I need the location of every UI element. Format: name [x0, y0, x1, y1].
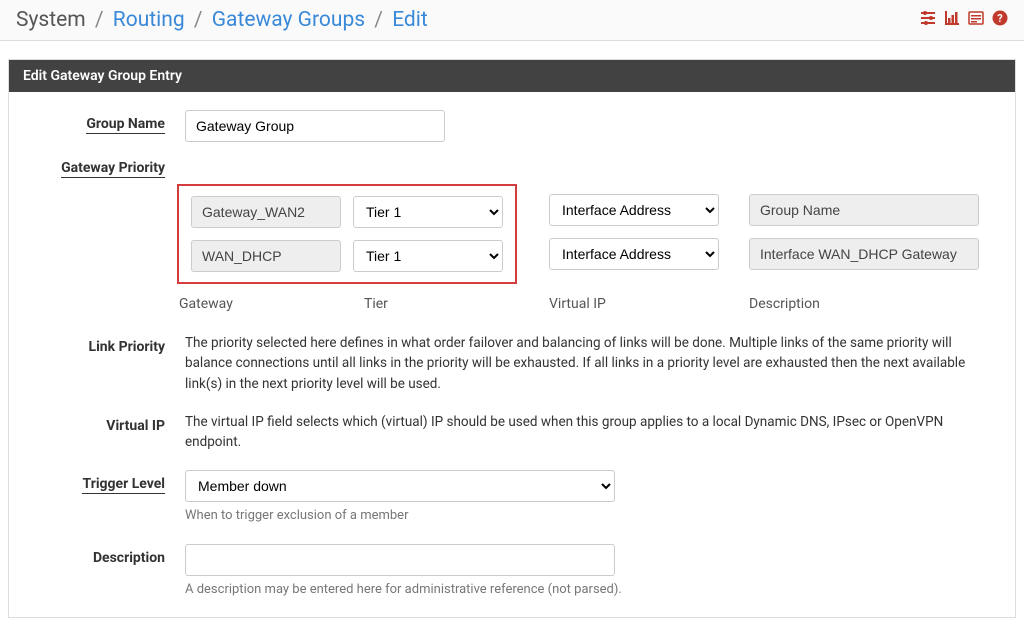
sliders-icon[interactable] [920, 10, 936, 30]
col-header-gateway: Gateway [179, 294, 334, 315]
header-action-icons: ? [920, 10, 1008, 30]
row-gateway-priority-label: Gateway Priority [9, 148, 1015, 182]
gateway-priority-content: Tier 1 Tier 1 Interface Address Interfac… [177, 184, 999, 315]
label-spacer [25, 184, 177, 190]
row-group-name: Group Name [9, 104, 1015, 148]
gateway-grid-outer: Tier 1 Tier 1 Interface Address Interfac… [177, 184, 999, 284]
col-header-vip: Virtual IP [549, 294, 719, 315]
vip-stack: Interface Address Interface Address [549, 184, 719, 270]
breadcrumb-root: System [16, 8, 86, 32]
tier-select-1[interactable]: Tier 1 [353, 240, 503, 272]
description-input[interactable] [185, 544, 615, 576]
breadcrumb-sep: / [374, 8, 383, 32]
breadcrumb-routing[interactable]: Routing [113, 8, 185, 32]
panel-header: Edit Gateway Group Entry [9, 60, 1015, 92]
gateway-name-0 [191, 196, 341, 228]
row-trigger-level: Trigger Level Member down When to trigge… [9, 464, 1015, 532]
vip-select-1[interactable]: Interface Address [549, 238, 719, 270]
help-icon[interactable]: ? [992, 10, 1008, 30]
log-icon[interactable] [968, 10, 984, 30]
gateway-column-headers: Gateway Tier Virtual IP Description [177, 294, 999, 315]
panel-body: Group Name Gateway Priority Tier 1 Tier … [9, 92, 1015, 617]
label-virtual-ip: Virtual IP [25, 412, 185, 434]
breadcrumb-sep: / [194, 8, 203, 32]
row-link-priority: Link Priority The priority selected here… [9, 327, 1015, 400]
row-description: Description A description may be entered… [9, 538, 1015, 606]
row-virtual-ip: Virtual IP The virtual IP field selects … [9, 406, 1015, 459]
label-gateway-priority: Gateway Priority [25, 154, 185, 176]
label-description: Description [25, 544, 185, 566]
content-trigger-level: Member down When to trigger exclusion of… [185, 470, 999, 526]
content-description: A description may be entered here for ad… [185, 544, 999, 600]
description-help-text: A description may be entered here for ad… [185, 580, 999, 600]
content-link-priority: The priority selected here defines in wh… [185, 333, 999, 394]
col-header-desc: Description [749, 294, 999, 315]
row-gateway-priority-grid: Tier 1 Tier 1 Interface Address Interfac… [9, 182, 1015, 321]
edit-panel: Edit Gateway Group Entry Group Name Gate… [8, 59, 1016, 618]
gw-desc-0 [749, 194, 979, 226]
gateway-name-1 [191, 240, 341, 272]
content-virtual-ip: The virtual IP field selects which (virt… [185, 412, 999, 453]
gateway-highlight-box: Tier 1 Tier 1 [177, 184, 517, 284]
chart-icon[interactable] [944, 10, 960, 30]
tier-select-0[interactable]: Tier 1 [353, 196, 503, 228]
label-link-priority: Link Priority [25, 333, 185, 355]
breadcrumb-gateway-groups[interactable]: Gateway Groups [212, 8, 365, 32]
vip-select-0[interactable]: Interface Address [549, 194, 719, 226]
label-group-name: Group Name [25, 110, 185, 132]
label-trigger-level: Trigger Level [25, 470, 185, 492]
desc-stack [749, 184, 999, 270]
svg-text:?: ? [997, 12, 1003, 25]
content-group-name [185, 110, 999, 142]
col-header-tier: Tier [364, 294, 519, 315]
trigger-help-text: When to trigger exclusion of a member [185, 506, 999, 526]
breadcrumb: System / Routing / Gateway Groups / Edit [16, 8, 428, 32]
gw-desc-1 [749, 238, 979, 270]
breadcrumb-edit[interactable]: Edit [392, 8, 428, 32]
page-header: System / Routing / Gateway Groups / Edit… [0, 0, 1024, 41]
trigger-level-select[interactable]: Member down [185, 470, 615, 502]
breadcrumb-sep: / [95, 8, 104, 32]
group-name-input[interactable] [185, 110, 445, 142]
